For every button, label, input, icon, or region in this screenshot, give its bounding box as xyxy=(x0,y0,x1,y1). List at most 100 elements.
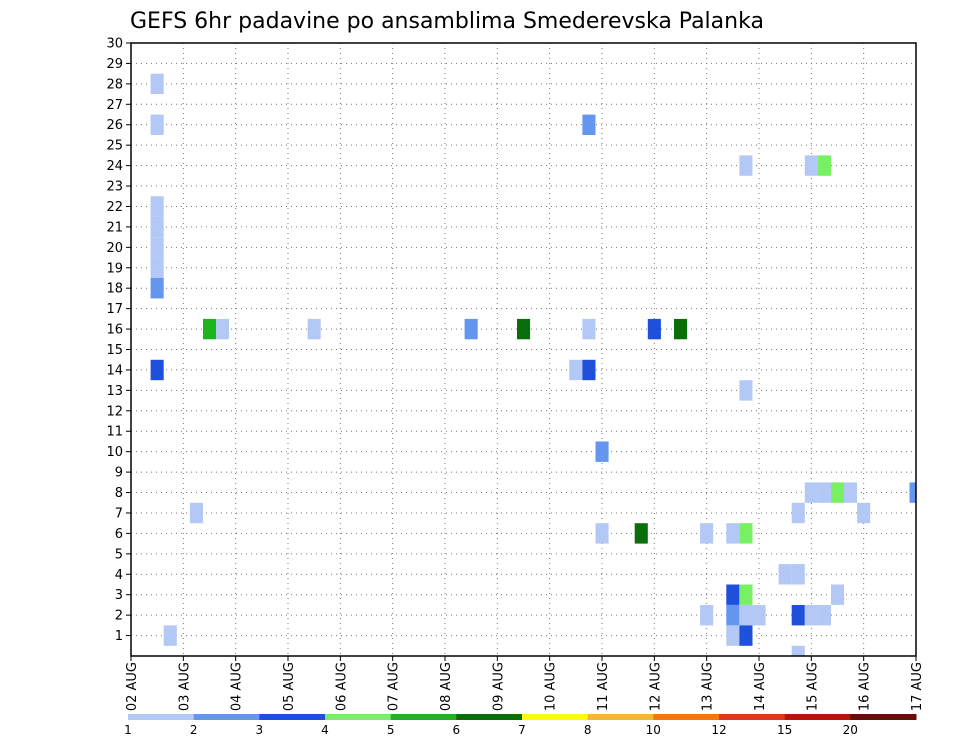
precip-cell xyxy=(595,523,609,544)
x-tick-label: 04 AUG xyxy=(230,662,245,711)
x-tick-label: 15 AUG xyxy=(805,662,820,711)
precip-cell xyxy=(307,318,321,340)
y-axis: 1234567891011121314151617181920212223242… xyxy=(106,37,131,644)
x-axis: 02 AUG 03 AUG 04 AUG 05 AUG 06 AUG 07 AUG 08 A… xyxy=(125,656,925,711)
precip-cell xyxy=(909,482,916,503)
precip-cell xyxy=(739,605,753,626)
y-tick-label: 27 xyxy=(106,98,123,113)
y-tick-label: 21 xyxy=(106,220,123,235)
precip-cell xyxy=(739,155,753,176)
precip-cell xyxy=(739,625,753,646)
precip-cell xyxy=(189,502,203,524)
precip-cell xyxy=(464,318,478,340)
precip-cell xyxy=(817,482,831,503)
x-tick-label: 03 AUG xyxy=(177,662,192,711)
precip-cell xyxy=(817,605,831,626)
colorbar-label: 20 xyxy=(843,723,858,737)
colorbar-label: 10 xyxy=(646,723,661,737)
colorbar-segment xyxy=(850,714,917,720)
y-tick-label: 15 xyxy=(106,343,123,358)
y-tick-label: 22 xyxy=(106,200,123,215)
precip-cell xyxy=(752,605,766,626)
precip-cell xyxy=(163,625,177,646)
y-tick-label: 24 xyxy=(106,159,123,174)
colorbar-segment xyxy=(784,714,851,720)
colorbar-segment xyxy=(653,714,720,720)
precip-cell xyxy=(634,523,648,544)
y-tick-label: 23 xyxy=(106,180,123,195)
x-tick-label: 02 AUG xyxy=(125,662,140,711)
precip-cell xyxy=(791,502,805,524)
x-tick-label: 07 AUG xyxy=(387,662,402,711)
precip-cell xyxy=(582,114,596,135)
precip-cell xyxy=(857,502,871,524)
precip-cell xyxy=(844,482,858,503)
y-tick-label: 5 xyxy=(115,547,123,562)
colorbar-label: 15 xyxy=(777,723,792,737)
colorbar-label: 4 xyxy=(321,723,329,737)
x-tick-label: 10 AUG xyxy=(544,662,559,711)
precip-cell xyxy=(150,359,164,381)
colorbar-segment xyxy=(719,714,786,720)
y-tick-label: 12 xyxy=(106,404,123,419)
y-tick-label: 6 xyxy=(115,527,123,542)
colorbar-segment xyxy=(390,714,457,720)
precip-cell xyxy=(804,482,818,503)
precip-cell xyxy=(569,359,583,381)
x-tick-label: 16 AUG xyxy=(858,662,873,711)
y-tick-label: 11 xyxy=(106,425,123,440)
colorbar-segment xyxy=(325,714,392,720)
colorbar-segment xyxy=(128,714,195,720)
colorbar-label: 1 xyxy=(124,723,132,737)
precip-cell xyxy=(726,584,740,605)
colorbar-segment xyxy=(522,714,589,720)
y-tick-label: 9 xyxy=(115,466,123,481)
x-tick-label: 06 AUG xyxy=(334,662,349,711)
precip-cell xyxy=(150,73,164,95)
precip-cell xyxy=(595,441,609,462)
precip-cell xyxy=(700,523,714,544)
data-cells xyxy=(150,73,916,656)
precip-cell xyxy=(150,114,164,135)
precip-cell xyxy=(203,318,217,340)
colorbar-segment xyxy=(193,714,260,720)
y-tick-label: 2 xyxy=(115,609,123,624)
precip-cell xyxy=(150,216,164,238)
colorbar: 1 2 3 4 5 6 7 8 10 12 15 20 xyxy=(124,714,917,737)
precip-cell xyxy=(216,318,230,340)
precip-cell xyxy=(647,318,661,340)
y-tick-label: 28 xyxy=(106,77,123,92)
y-tick-label: 17 xyxy=(106,302,123,317)
precip-cell xyxy=(804,605,818,626)
y-tick-label: 26 xyxy=(106,118,123,133)
x-tick-label: 09 AUG xyxy=(491,662,506,711)
precip-cell xyxy=(150,196,164,217)
y-tick-label: 30 xyxy=(106,37,123,52)
precip-cell xyxy=(726,523,740,544)
precip-cell xyxy=(831,482,845,503)
precip-cell xyxy=(150,237,164,258)
y-tick-label: 7 xyxy=(115,506,123,521)
colorbar-segment xyxy=(587,714,654,720)
x-tick-label: 11 AUG xyxy=(596,662,611,711)
colorbar-label: 8 xyxy=(584,723,592,737)
precip-cell xyxy=(700,605,714,626)
precip-cell xyxy=(726,625,740,646)
precip-cell xyxy=(739,523,753,544)
colorbar-label: 3 xyxy=(255,723,263,737)
y-tick-label: 25 xyxy=(106,139,123,154)
x-tick-label: 08 AUG xyxy=(439,662,454,711)
precip-cell xyxy=(582,318,596,340)
y-tick-label: 1 xyxy=(115,629,123,644)
y-tick-label: 13 xyxy=(106,384,123,399)
x-tick-label: 14 AUG xyxy=(753,662,768,711)
x-tick-label: 05 AUG xyxy=(282,662,297,711)
y-tick-label: 4 xyxy=(115,568,123,583)
colorbar-label: 12 xyxy=(711,723,726,737)
precip-cell xyxy=(778,564,792,585)
precip-cell xyxy=(817,155,831,176)
chart-title: GEFS 6hr padavine po ansamblima Smederev… xyxy=(130,9,764,34)
precip-cell xyxy=(831,584,845,605)
y-tick-label: 29 xyxy=(106,57,123,72)
